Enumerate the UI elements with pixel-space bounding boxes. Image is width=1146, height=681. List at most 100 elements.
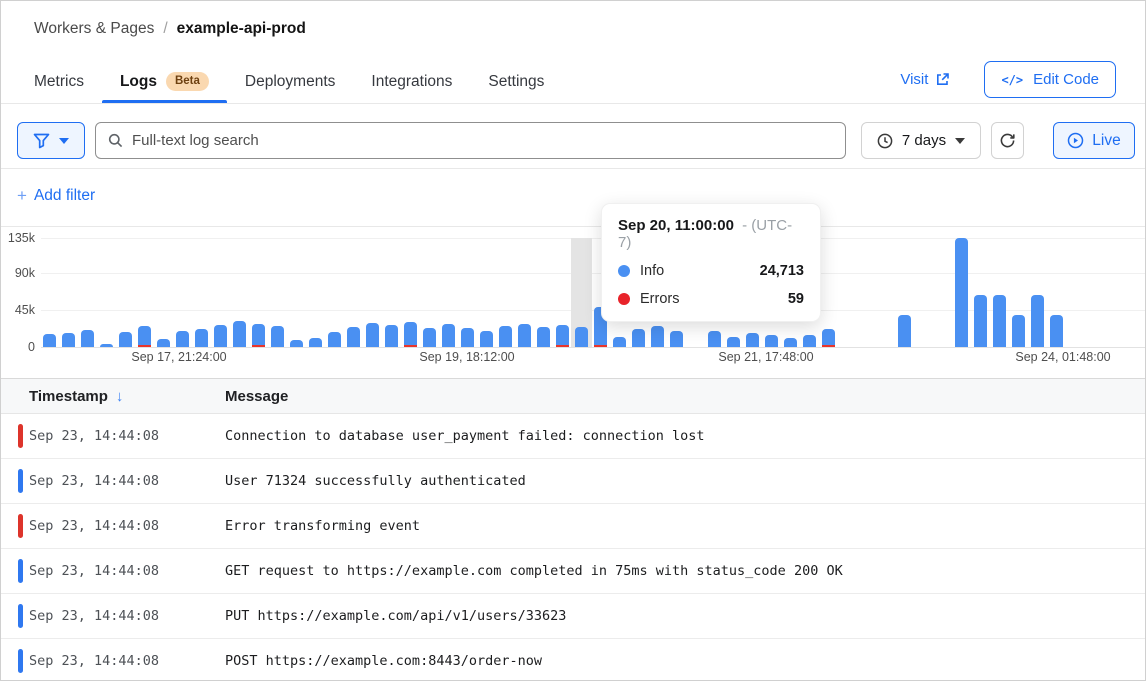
chart-bar[interactable] <box>746 333 759 347</box>
chart-bar[interactable] <box>138 326 151 347</box>
chart-bar[interactable] <box>803 334 816 347</box>
chart-bar[interactable] <box>822 329 835 347</box>
chart-bar-error-segment <box>822 344 835 347</box>
chart-bar[interactable] <box>670 330 683 347</box>
log-timestamp: Sep 23, 14:44:08 <box>29 653 160 669</box>
chart-bar[interactable] <box>480 330 493 347</box>
filter-funnel-icon <box>33 133 50 149</box>
info-level-indicator <box>18 469 23 493</box>
chart-bar[interactable] <box>328 332 341 347</box>
chart-bar[interactable] <box>404 321 417 347</box>
chart-bar[interactable] <box>81 330 94 347</box>
plus-icon: + <box>17 186 27 205</box>
chart-bar[interactable] <box>1031 294 1044 347</box>
chart-bar[interactable] <box>632 329 645 347</box>
tab-metrics[interactable]: Metrics <box>34 72 84 90</box>
chart-bar[interactable] <box>765 334 778 347</box>
chart-bar-error-segment <box>404 344 417 347</box>
chart-bar[interactable] <box>575 326 588 347</box>
chart-bar[interactable] <box>176 330 189 347</box>
chart-bar[interactable] <box>43 334 56 347</box>
chart-bar[interactable] <box>233 321 246 347</box>
filter-dropdown-button[interactable] <box>17 122 85 159</box>
errors-series-dot <box>618 293 630 305</box>
chart-bar[interactable] <box>461 328 474 347</box>
time-range-button[interactable]: 7 days <box>861 122 981 159</box>
chart-bar[interactable] <box>1012 314 1025 347</box>
breadcrumb-current-worker: example-api-prod <box>176 20 306 37</box>
log-timestamp: Sep 23, 14:44:08 <box>29 428 160 444</box>
chart-bar[interactable] <box>784 338 797 347</box>
divider-below-tabs <box>1 103 1145 104</box>
chart-bar[interactable] <box>366 322 379 347</box>
play-circle-icon <box>1067 132 1084 149</box>
log-row[interactable]: Sep 23, 14:44:08 PUT https://example.com/… <box>1 594 1145 639</box>
log-row[interactable]: Sep 23, 14:44:08 POST https://example.com… <box>1 639 1145 680</box>
chart-bar[interactable] <box>309 338 322 347</box>
tab-integrations[interactable]: Integrations <box>371 72 453 90</box>
tab-deployments[interactable]: Deployments <box>244 72 336 90</box>
log-volume-chart[interactable]: 135k 90k 45k 0 Sep 17, 21:24:00 Sep 19, 18:1… <box>1 226 1145 378</box>
chart-bar[interactable] <box>499 326 512 347</box>
chart-bar[interactable] <box>518 324 531 347</box>
log-row[interactable]: Sep 23, 14:44:08 GET request to https://e… <box>1 549 1145 594</box>
breadcrumb: Workers & Pages / example-api-prod <box>34 20 306 38</box>
breadcrumb-workers-pages[interactable]: Workers & Pages <box>34 20 155 37</box>
chart-bar[interactable] <box>62 333 75 347</box>
log-message: POST https://example.com:8443/order-now <box>225 653 542 669</box>
chart-bar[interactable] <box>955 238 968 347</box>
chart-bar[interactable] <box>898 314 911 347</box>
chart-bar[interactable] <box>195 329 208 347</box>
x-tick-label: Sep 21, 17:48:00 <box>718 350 814 364</box>
chart-bar[interactable] <box>423 327 436 347</box>
chart-bar-error-segment <box>556 344 569 347</box>
chart-bar[interactable] <box>347 326 360 347</box>
chart-bar[interactable] <box>100 343 113 347</box>
add-filter-button[interactable]: + Add filter <box>17 186 95 206</box>
chart-bar[interactable] <box>252 324 265 347</box>
log-timestamp: Sep 23, 14:44:08 <box>29 608 160 624</box>
x-tick-label: Sep 19, 18:12:00 <box>419 350 515 364</box>
chart-bar[interactable] <box>651 326 664 347</box>
chart-bar[interactable] <box>556 325 569 347</box>
info-level-indicator <box>18 559 23 583</box>
chart-bar-error-segment <box>594 344 607 347</box>
chart-tooltip: Sep 20, 11:00:00 - (UTC-7) Info 24,713 E… <box>601 203 821 322</box>
chart-bar-error-segment <box>252 344 265 347</box>
chart-bar[interactable] <box>442 324 455 347</box>
chart-bar[interactable] <box>290 339 303 347</box>
chart-bar[interactable] <box>119 331 132 347</box>
chart-bar[interactable] <box>537 326 550 347</box>
edit-code-button[interactable]: </> Edit Code <box>984 61 1116 98</box>
search-input[interactable] <box>132 132 833 149</box>
chart-bar[interactable] <box>1050 314 1063 347</box>
visit-link[interactable]: Visit <box>900 71 950 88</box>
chart-bar[interactable] <box>613 336 626 347</box>
chart-bar[interactable] <box>993 294 1006 347</box>
tab-logs[interactable]: Logs Beta <box>101 60 227 103</box>
info-level-indicator <box>18 604 23 628</box>
chart-bar[interactable] <box>708 330 721 347</box>
chart-bar[interactable] <box>727 336 740 347</box>
log-row[interactable]: Sep 23, 14:44:08 Error transforming event <box>1 504 1145 549</box>
refresh-button[interactable] <box>991 122 1024 159</box>
live-button[interactable]: Live <box>1053 122 1135 159</box>
chart-bar[interactable] <box>974 294 987 347</box>
log-row[interactable]: Sep 23, 14:44:08 Connection to database u… <box>1 414 1145 459</box>
chart-bar[interactable] <box>271 326 284 347</box>
divider-below-add-filter <box>1 226 1145 227</box>
chart-bar[interactable] <box>385 325 398 347</box>
chart-bar[interactable] <box>157 338 170 347</box>
chart-bar-error-segment <box>138 344 151 347</box>
x-tick-label: Sep 17, 21:24:00 <box>131 350 227 364</box>
log-search-box <box>95 122 846 159</box>
search-icon <box>108 133 123 148</box>
log-timestamp: Sep 23, 14:44:08 <box>29 473 160 489</box>
log-rows: Sep 23, 14:44:08 Connection to database u… <box>1 414 1145 680</box>
y-tick-label: 135k <box>7 231 35 245</box>
log-row[interactable]: Sep 23, 14:44:08 User 71324 successfully … <box>1 459 1145 504</box>
timestamp-column-header[interactable]: Timestamp ↓ <box>29 387 124 405</box>
tab-settings[interactable]: Settings <box>488 72 545 90</box>
chart-bar[interactable] <box>214 325 227 347</box>
